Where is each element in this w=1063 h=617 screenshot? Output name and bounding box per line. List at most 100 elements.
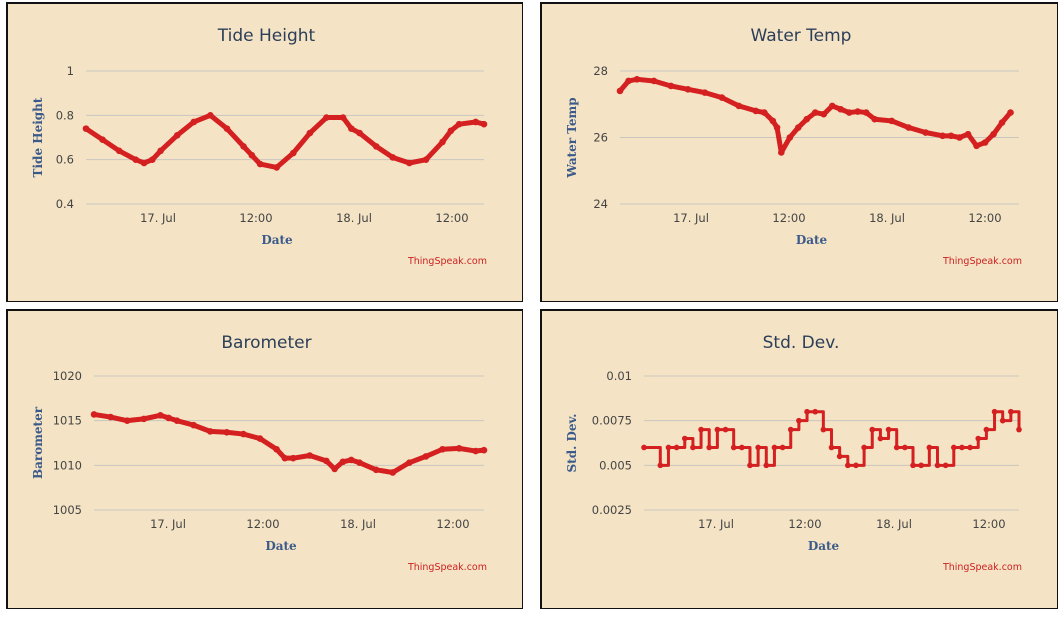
data-point [356, 129, 363, 137]
data-point [223, 428, 231, 436]
data-point [820, 426, 827, 433]
data-point [223, 125, 231, 132]
chart-panel-std-dev: Std. Dev. 0.0025 0.005 0.0075 0.01 17. Jul 12:… [540, 309, 1058, 609]
data-point [273, 164, 281, 171]
data-point [1016, 426, 1022, 433]
data-point [455, 445, 463, 452]
data-point [439, 445, 446, 453]
data-point [673, 444, 680, 451]
data-point [684, 85, 692, 93]
data-point [650, 77, 658, 85]
data-point [893, 444, 900, 451]
data-point [480, 446, 488, 454]
data-point [240, 430, 247, 438]
data-point [157, 147, 164, 155]
y-tick-label: 1005 [53, 503, 82, 517]
data-point [701, 89, 709, 96]
y-tick-label: 28 [593, 64, 608, 78]
data-point [939, 132, 946, 140]
y-tick-label: 0.01 [606, 369, 632, 383]
data-point [998, 119, 1006, 126]
data-point [389, 154, 397, 161]
data-point [990, 130, 997, 138]
data-point [289, 454, 297, 462]
data-point [964, 130, 972, 138]
data-point [854, 108, 862, 115]
data-point [99, 136, 106, 144]
data-point [812, 408, 818, 415]
x-axis-label: Date [261, 233, 293, 247]
data-point [165, 414, 172, 422]
data-point [372, 143, 380, 150]
data-point [107, 413, 114, 421]
y-axis-label: Std. Dev. [565, 414, 579, 473]
tide-height-chart: Tide Height 0.4 0.6 0.8 1 17. Jul 12:00 18. Jul… [31, 26, 488, 267]
data-point [747, 462, 753, 469]
x-tick-label: 17. Jul [150, 517, 186, 531]
data-point [794, 124, 802, 131]
series-group [641, 408, 1022, 469]
data-point [845, 462, 851, 469]
x-tick-label: 12:00 [788, 517, 821, 531]
data-point [803, 115, 811, 123]
data-point [755, 444, 761, 451]
data-point [828, 102, 836, 110]
series-group [616, 76, 1014, 156]
data-point [281, 454, 289, 462]
data-point [681, 435, 688, 442]
data-point [472, 118, 480, 126]
data-point [763, 462, 770, 469]
x-tick-label: 12:00 [246, 517, 279, 531]
x-tick-label: 18. Jul [876, 517, 912, 531]
data-point [123, 417, 131, 424]
data-point [306, 452, 314, 459]
y-axis-label: Water Temp [565, 97, 579, 178]
data-point [657, 462, 664, 469]
data-point [752, 107, 760, 115]
data-point [714, 426, 721, 433]
data-point [698, 426, 704, 433]
data-point [918, 462, 924, 469]
data-point [811, 109, 819, 116]
data-point [389, 469, 397, 476]
data-point [616, 87, 624, 95]
y-tick-label: 0.0025 [592, 503, 632, 517]
data-point [820, 110, 828, 118]
data-point [422, 156, 430, 163]
data-point [1008, 408, 1014, 415]
data-point [845, 109, 853, 116]
data-point [90, 411, 98, 418]
data-point [339, 458, 347, 466]
chart-title: Water Temp [751, 26, 852, 46]
data-point [983, 426, 990, 433]
data-point [115, 147, 123, 155]
series-line [642, 410, 1021, 467]
data-point [771, 444, 778, 451]
data-point [722, 426, 729, 433]
data-point [836, 453, 843, 460]
series-line [91, 411, 487, 475]
data-point [256, 435, 264, 442]
y-tick-label: 0.8 [56, 108, 74, 122]
data-point [975, 435, 982, 442]
std-dev-chart: Std. Dev. 0.0025 0.005 0.0075 0.01 17. Jul 12:… [565, 333, 1022, 573]
chart-panel-tide-height: Tide Height 0.4 0.6 0.8 1 17. Jul 12:00 18. Jul… [6, 2, 523, 302]
data-point [633, 76, 641, 83]
data-point [735, 102, 743, 110]
data-point [690, 444, 696, 451]
data-point [356, 459, 363, 466]
data-point [730, 444, 737, 451]
credit-link: ThingSpeak.com [942, 562, 1022, 573]
y-tick-label: 1010 [53, 458, 82, 472]
chart-title: Tide Height [217, 26, 316, 46]
y-axis-label: Barometer [31, 406, 45, 479]
data-point [665, 444, 672, 451]
data-point [439, 138, 446, 146]
y-tick-label: 0.005 [599, 458, 632, 472]
x-tick-label: 12:00 [239, 211, 272, 225]
series-line [617, 76, 1014, 155]
data-point [173, 417, 181, 424]
data-point [769, 117, 777, 125]
x-tick-label: 18. Jul [869, 211, 905, 225]
x-tick-label: 12:00 [772, 211, 805, 225]
